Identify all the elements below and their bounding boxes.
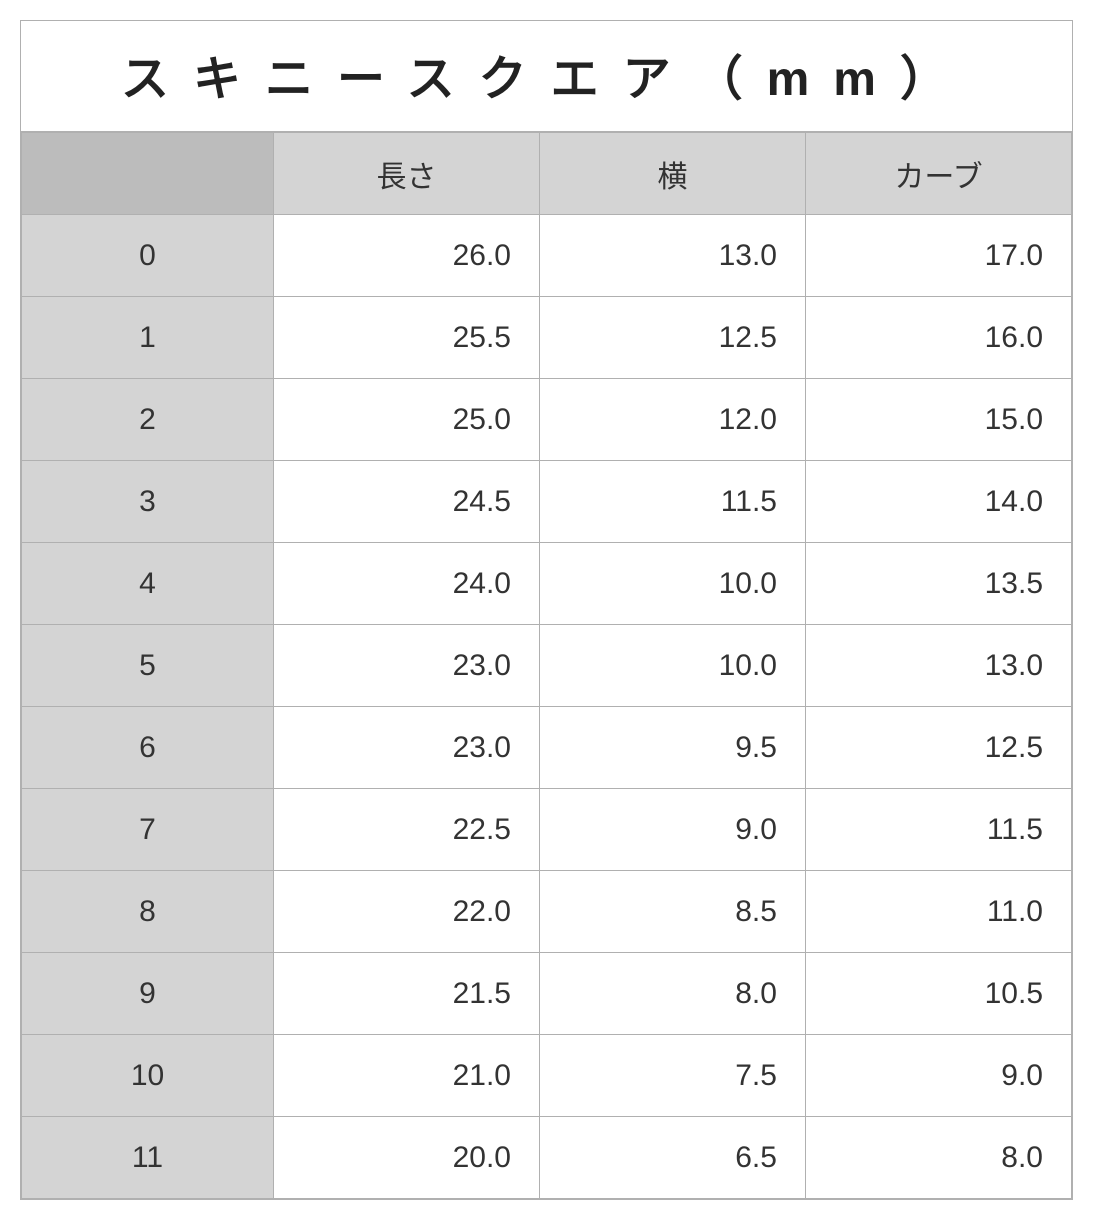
table-row: 10 21.0 7.5 9.0: [22, 1035, 1072, 1117]
data-cell: 23.0: [274, 625, 540, 707]
row-label: 10: [22, 1035, 274, 1117]
data-cell: 9.0: [539, 789, 805, 871]
data-cell: 10.5: [805, 953, 1071, 1035]
data-cell: 26.0: [274, 215, 540, 297]
table-title: スキニースクエア（mm）: [21, 21, 1072, 132]
data-cell: 9.5: [539, 707, 805, 789]
data-cell: 13.0: [805, 625, 1071, 707]
data-cell: 14.0: [805, 461, 1071, 543]
data-cell: 25.5: [274, 297, 540, 379]
data-cell: 21.5: [274, 953, 540, 1035]
data-cell: 12.0: [539, 379, 805, 461]
data-cell: 24.5: [274, 461, 540, 543]
data-cell: 22.5: [274, 789, 540, 871]
table-corner-cell: [22, 133, 274, 215]
row-label: 2: [22, 379, 274, 461]
data-cell: 13.0: [539, 215, 805, 297]
table-row: 8 22.0 8.5 11.0: [22, 871, 1072, 953]
column-header-width: 横: [539, 133, 805, 215]
table-row: 7 22.5 9.0 11.5: [22, 789, 1072, 871]
table-row: 9 21.5 8.0 10.5: [22, 953, 1072, 1035]
row-label: 0: [22, 215, 274, 297]
table-header-row: 長さ 横 カーブ: [22, 133, 1072, 215]
data-cell: 22.0: [274, 871, 540, 953]
data-cell: 11.5: [805, 789, 1071, 871]
data-cell: 11.5: [539, 461, 805, 543]
size-table: 長さ 横 カーブ 0 26.0 13.0 17.0 1 25.5 12.5 16…: [21, 132, 1072, 1199]
table-row: 4 24.0 10.0 13.5: [22, 543, 1072, 625]
size-table-container: スキニースクエア（mm） 長さ 横 カーブ 0 26.0 13.0 17.0: [20, 20, 1073, 1200]
row-label: 7: [22, 789, 274, 871]
table-row: 2 25.0 12.0 15.0: [22, 379, 1072, 461]
table-body: 0 26.0 13.0 17.0 1 25.5 12.5 16.0 2 25.0…: [22, 215, 1072, 1199]
table-row: 5 23.0 10.0 13.0: [22, 625, 1072, 707]
data-cell: 12.5: [805, 707, 1071, 789]
table-row: 3 24.5 11.5 14.0: [22, 461, 1072, 543]
column-header-length: 長さ: [274, 133, 540, 215]
data-cell: 11.0: [805, 871, 1071, 953]
data-cell: 24.0: [274, 543, 540, 625]
row-label: 1: [22, 297, 274, 379]
data-cell: 16.0: [805, 297, 1071, 379]
data-cell: 8.0: [539, 953, 805, 1035]
data-cell: 12.5: [539, 297, 805, 379]
row-label: 9: [22, 953, 274, 1035]
table-row: 11 20.0 6.5 8.0: [22, 1117, 1072, 1199]
table-row: 1 25.5 12.5 16.0: [22, 297, 1072, 379]
data-cell: 20.0: [274, 1117, 540, 1199]
table-row: 0 26.0 13.0 17.0: [22, 215, 1072, 297]
data-cell: 8.0: [805, 1117, 1071, 1199]
data-cell: 10.0: [539, 625, 805, 707]
data-cell: 13.5: [805, 543, 1071, 625]
data-cell: 15.0: [805, 379, 1071, 461]
row-label: 6: [22, 707, 274, 789]
column-header-curve: カーブ: [805, 133, 1071, 215]
row-label: 11: [22, 1117, 274, 1199]
data-cell: 9.0: [805, 1035, 1071, 1117]
data-cell: 23.0: [274, 707, 540, 789]
data-cell: 25.0: [274, 379, 540, 461]
row-label: 3: [22, 461, 274, 543]
data-cell: 7.5: [539, 1035, 805, 1117]
table-row: 6 23.0 9.5 12.5: [22, 707, 1072, 789]
row-label: 5: [22, 625, 274, 707]
data-cell: 8.5: [539, 871, 805, 953]
row-label: 8: [22, 871, 274, 953]
data-cell: 21.0: [274, 1035, 540, 1117]
data-cell: 6.5: [539, 1117, 805, 1199]
data-cell: 10.0: [539, 543, 805, 625]
data-cell: 17.0: [805, 215, 1071, 297]
row-label: 4: [22, 543, 274, 625]
